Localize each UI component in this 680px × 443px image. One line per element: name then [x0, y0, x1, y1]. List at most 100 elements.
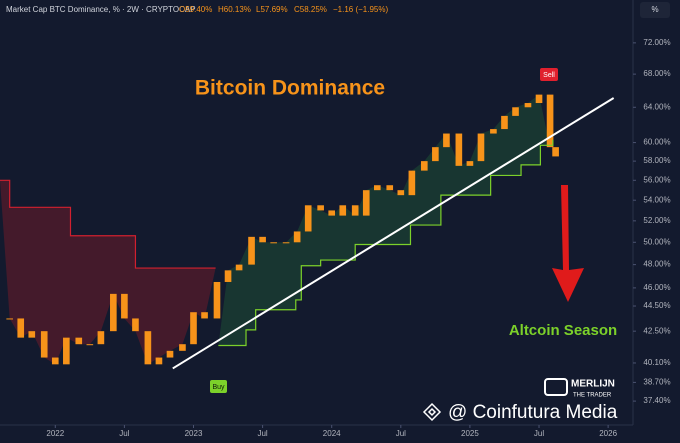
candle — [213, 281, 221, 319]
candle — [144, 331, 152, 365]
stop-line — [0, 179, 216, 269]
y-tick-label: 68.00% — [643, 69, 670, 78]
header-symbol: Market Cap BTC Dominance, % · 2W · CRYPT… — [6, 5, 196, 14]
candle — [121, 293, 128, 319]
candle — [490, 129, 497, 134]
x-tick-label: 2023 — [185, 429, 203, 438]
y-tick-label: 50.00% — [643, 237, 670, 246]
y-tick-label: 48.00% — [643, 260, 670, 269]
y-tick-label: 72.00% — [643, 38, 670, 47]
candle — [546, 94, 554, 148]
y-tick-label: 58.00% — [643, 156, 670, 165]
candle — [524, 103, 532, 108]
candle — [535, 94, 543, 104]
cloud-fill — [218, 94, 553, 346]
candle — [432, 147, 439, 162]
candle — [373, 185, 381, 191]
candle — [40, 331, 48, 358]
candle — [304, 205, 312, 232]
x-tick-label: 2026 — [599, 429, 617, 438]
candle — [477, 133, 485, 162]
candle — [190, 312, 197, 345]
candle — [132, 318, 139, 332]
header-change: −1.16 (−1.95%) — [333, 5, 388, 14]
candle — [443, 133, 450, 148]
x-tick-label: Jul — [534, 429, 544, 438]
candle — [328, 210, 336, 216]
candle — [17, 318, 25, 338]
candle — [155, 357, 163, 365]
unit-button[interactable] — [640, 2, 670, 18]
buy-signal — [210, 380, 227, 393]
candle — [63, 337, 70, 365]
cloud-fill — [0, 180, 216, 365]
candle — [6, 318, 13, 320]
red-arrow — [552, 185, 584, 302]
candle — [362, 190, 370, 216]
y-tick-label: 38.70% — [643, 378, 670, 387]
y-tick-label: 52.00% — [643, 216, 670, 225]
sell-label: Sell — [543, 72, 555, 79]
candle — [408, 170, 416, 196]
x-tick-label: Jul — [119, 429, 129, 438]
candle — [97, 331, 105, 345]
unit-label[interactable]: % — [651, 5, 658, 14]
x-tick-label: 2024 — [323, 429, 341, 438]
x-tick-label: 2025 — [461, 429, 479, 438]
candle — [75, 337, 83, 345]
candle — [86, 344, 94, 346]
header: Market Cap BTC Dominance, % · 2W · CRYPT… — [6, 5, 388, 14]
arrow — [552, 185, 584, 302]
candle — [351, 205, 359, 216]
candle — [339, 205, 347, 216]
candle — [552, 147, 559, 157]
y-tick-label: 37.40% — [643, 396, 670, 405]
candle — [51, 357, 59, 365]
coin-logo — [422, 402, 442, 422]
candle — [259, 236, 266, 243]
candle — [501, 115, 508, 130]
trend-line — [172, 97, 615, 370]
watermark-sub: THE TRADER — [573, 393, 612, 399]
y-tick-label: 56.00% — [643, 175, 670, 184]
plot-area — [0, 94, 615, 370]
header-high: H60.13% — [218, 5, 251, 14]
y-tick-label: 40.10% — [643, 358, 670, 367]
logo — [544, 378, 568, 396]
candle — [455, 133, 463, 166]
watermark: MERLIJN THE TRADER @ Coinfutura Media — [422, 378, 618, 423]
candle — [293, 231, 301, 243]
y-tick-label: 64.00% — [643, 102, 670, 111]
x-tick-label: Jul — [396, 429, 406, 438]
candle — [512, 107, 519, 116]
buy-label: Buy — [212, 384, 225, 391]
candle — [420, 161, 428, 171]
y-tick-label: 44.50% — [643, 301, 670, 310]
watermark-media: @ Coinfutura Media — [448, 402, 618, 423]
candle — [235, 264, 243, 271]
x-tick-label: Jul — [257, 429, 267, 438]
candle — [270, 242, 277, 244]
candle — [397, 190, 405, 196]
candle — [248, 236, 255, 265]
y-tick-label: 60.00% — [643, 138, 670, 147]
candle — [28, 331, 36, 338]
candle — [110, 293, 117, 332]
candle — [317, 205, 324, 211]
candle — [282, 242, 290, 244]
y-tick-label: 54.00% — [643, 195, 670, 204]
watermark-brand: MERLIJN — [571, 379, 615, 390]
stop-line — [218, 139, 554, 347]
candle — [179, 344, 186, 351]
header-open: O59.40% — [179, 5, 212, 14]
x-tick-label: 2022 — [46, 429, 64, 438]
candle — [224, 270, 232, 282]
annotation: Altcoin Season — [509, 322, 617, 339]
sell-signal — [540, 68, 558, 81]
candle — [166, 350, 174, 358]
candle — [386, 185, 394, 191]
candle — [466, 161, 474, 166]
y-tick-label: 46.00% — [643, 283, 670, 292]
header-close: C58.25% — [294, 5, 327, 14]
